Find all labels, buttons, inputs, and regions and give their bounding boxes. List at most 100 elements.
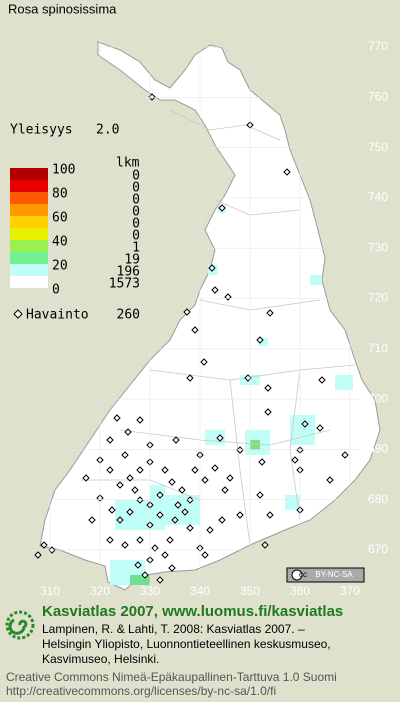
legend-swatch (10, 252, 48, 264)
observation-point (256, 336, 264, 344)
observation-point (266, 511, 274, 519)
observation-point (168, 478, 176, 486)
badge-label: BY-NC-SA (315, 570, 353, 579)
observation-point (34, 551, 42, 559)
badge-text: cc (299, 570, 307, 579)
observation-point (113, 414, 121, 422)
legend-count: 19 (124, 253, 140, 268)
legend-header: lkm (116, 156, 140, 171)
license-badge: cc BY-NC-SA (286, 567, 365, 583)
y-grid-label: 770 (368, 39, 388, 53)
y-grid-label: 750 (368, 140, 388, 154)
finland-land (39, 41, 381, 591)
observation-point (191, 466, 199, 474)
observation-point (326, 476, 334, 484)
species-title: Rosa spinosissima (8, 1, 117, 16)
observation-point (108, 506, 116, 514)
legend-swatch (10, 216, 48, 228)
legend-swatch (10, 180, 48, 192)
observation-point (161, 466, 169, 474)
legend-scale-label: 80 (52, 187, 68, 202)
observation-point (106, 536, 114, 544)
observation-point (161, 551, 169, 559)
legend-scale-label: 100 (52, 163, 75, 178)
legend-count: 0 (132, 205, 140, 220)
license-line: http://creativecommons.org/licenses/by-n… (6, 684, 276, 698)
footer-heading: Kasviatlas 2007, www.luomus.fi/kasviatla… (42, 603, 343, 620)
legend-swatch (10, 276, 48, 288)
y-grid-label: 730 (368, 240, 388, 254)
observation-point (301, 420, 309, 428)
observation-point (211, 286, 219, 294)
legend-count: 1 (132, 241, 140, 256)
observation-point (121, 451, 129, 459)
frequency-value: 2.0 (96, 123, 119, 138)
frequency-cell (310, 275, 322, 285)
observation-points (34, 93, 349, 584)
license-line: Creative Commons Nimeä-Epäkaupallinen-Ta… (6, 670, 337, 684)
observation-point (124, 428, 132, 436)
citation-line: Kasvimuseo, Helsinki. (42, 652, 159, 666)
observation-point (218, 516, 226, 524)
y-grid-label: 760 (368, 89, 388, 103)
legend-count: 0 (132, 193, 140, 208)
observation-point (136, 416, 144, 424)
x-grid-label: 320 (90, 584, 110, 598)
observation-count: 260 (117, 308, 140, 323)
observation-point (186, 374, 194, 382)
y-grid-label: 740 (368, 190, 388, 204)
observation-point (82, 474, 90, 482)
observation-point (216, 434, 224, 442)
legend-swatch (10, 192, 48, 204)
observation-point (226, 474, 234, 482)
legend-scale-label: 0 (52, 283, 60, 298)
observation-point (131, 486, 139, 494)
legend-count: 0 (132, 181, 140, 196)
observation-point (341, 451, 349, 459)
observation-point (116, 481, 124, 489)
observation-point (183, 308, 191, 316)
logo (5, 610, 35, 640)
observation-point (40, 541, 48, 549)
observation-point (258, 458, 266, 466)
y-grid-label: 670 (368, 542, 388, 556)
observation-point (116, 516, 124, 524)
x-grid-label: 370 (340, 584, 360, 598)
observation-point (236, 446, 244, 454)
observation-point (218, 204, 226, 212)
observation-point (106, 466, 114, 474)
observation-point (181, 508, 189, 516)
legend-scale-label: 20 (52, 259, 68, 274)
observation-point (201, 551, 209, 559)
frequency-cell (290, 415, 315, 445)
observation-point (168, 564, 176, 572)
frequency-cell (130, 575, 150, 585)
observation-point (136, 536, 144, 544)
observation-point (291, 456, 299, 464)
observation-point (126, 508, 134, 516)
legend-count: 0 (132, 229, 140, 244)
observation-point (283, 168, 291, 176)
observation-point (172, 436, 180, 444)
observation-point (221, 486, 229, 494)
x-grid-label: 350 (240, 584, 260, 598)
y-grid-label: 680 (368, 492, 388, 506)
observation-label: Havainto (26, 308, 89, 323)
observation-point (236, 511, 244, 519)
observation-point (264, 408, 272, 416)
y-grid-label: 720 (368, 291, 388, 305)
observation-point (211, 464, 219, 472)
observation-point (191, 326, 199, 334)
frequency-cell (335, 375, 353, 390)
observation-point (126, 474, 134, 482)
observation-point (141, 571, 149, 579)
observation-point (136, 466, 144, 474)
frequency-cell (285, 495, 300, 510)
observation-point (264, 384, 272, 392)
observation-point (156, 511, 164, 519)
legend-swatch (10, 240, 48, 252)
legend-scale-label: 60 (52, 211, 68, 226)
legend-swatch (10, 264, 48, 276)
legend-count: 0 (132, 169, 140, 184)
